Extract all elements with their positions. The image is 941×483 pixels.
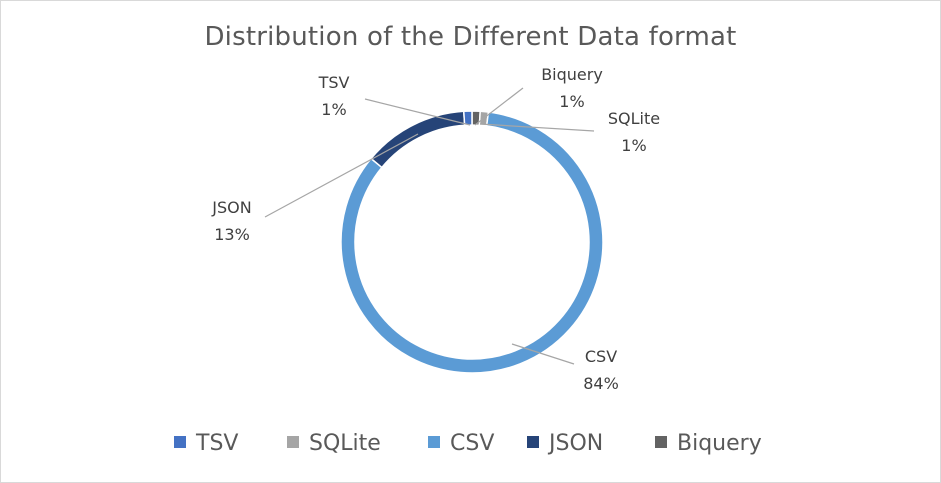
leader-line-biquery bbox=[474, 87, 524, 126]
data-labels-group: TSV 1% SQLite 1% CSV 84% JSON 13% Biquery 1% bbox=[211, 65, 660, 393]
data-label-value-json: 13% bbox=[214, 225, 250, 244]
leader-lines-group bbox=[264, 87, 595, 365]
legend-label-tsv: TSV bbox=[195, 431, 238, 456]
legend-swatch-csv bbox=[428, 436, 440, 448]
data-label-name-csv: CSV bbox=[585, 347, 617, 366]
legend-swatch-sqlite bbox=[287, 436, 299, 448]
data-label-name-biquery: Biquery bbox=[541, 65, 603, 84]
slice-tsv bbox=[462, 110, 473, 127]
leader-line-tsv bbox=[364, 98, 471, 126]
legend: TSV SQLite CSV JSON Biquery bbox=[174, 431, 762, 456]
data-label-name-json: JSON bbox=[211, 198, 251, 217]
legend-swatch-json bbox=[527, 436, 539, 448]
leader-line-csv bbox=[511, 343, 575, 365]
legend-label-biquery: Biquery bbox=[677, 431, 762, 456]
legend-swatch-biquery bbox=[655, 436, 667, 448]
data-label-value-csv: 84% bbox=[583, 374, 619, 393]
leader-line-json bbox=[264, 133, 419, 218]
data-label-name-sqlite: SQLite bbox=[608, 109, 660, 128]
legend-label-csv: CSV bbox=[450, 431, 494, 456]
data-label-value-sqlite: 1% bbox=[621, 136, 646, 155]
slices-group bbox=[340, 110, 604, 374]
chart-title: Distribution of the Different Data forma… bbox=[204, 22, 737, 52]
leader-line-sqlite bbox=[479, 123, 595, 132]
data-label-value-tsv: 1% bbox=[321, 100, 346, 119]
data-label-value-biquery: 1% bbox=[559, 92, 584, 111]
data-label-name-tsv: TSV bbox=[318, 73, 350, 92]
legend-label-sqlite: SQLite bbox=[309, 431, 381, 456]
legend-swatch-tsv bbox=[174, 436, 186, 448]
legend-label-json: JSON bbox=[547, 431, 603, 456]
